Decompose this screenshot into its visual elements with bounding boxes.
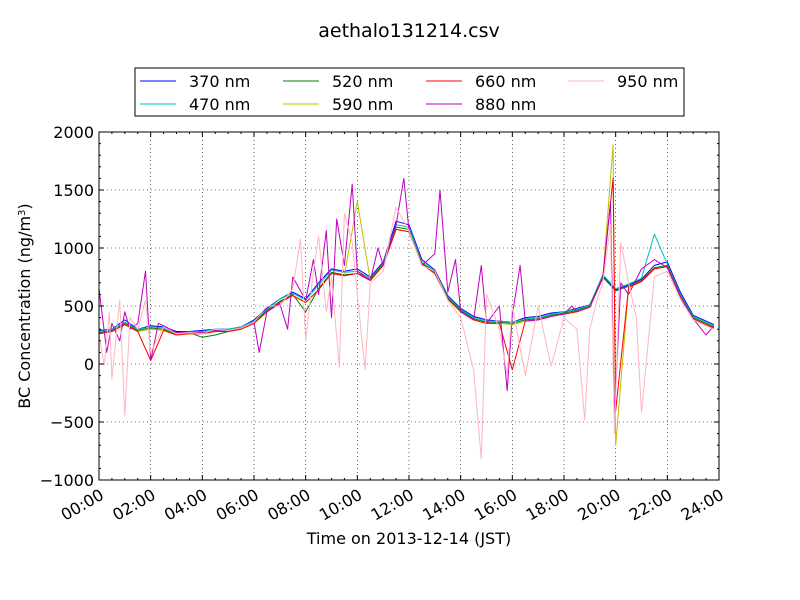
- legend-label: 520 nm: [332, 72, 393, 91]
- x-tick-label: 06:00: [213, 485, 262, 525]
- x-axis-label: Time on 2013-12-14 (JST): [306, 529, 511, 548]
- x-tick-label: 24:00: [678, 485, 727, 525]
- axis-ticks: [98, 131, 720, 481]
- x-tick-label: 14:00: [419, 485, 468, 525]
- y-tick-label: −500: [50, 413, 94, 432]
- x-tick-label: 08:00: [264, 485, 313, 525]
- data-lines: [99, 144, 715, 460]
- legend-label: 370 nm: [189, 72, 250, 91]
- y-tick-label: 1500: [53, 181, 94, 200]
- series-line-880-nm: [99, 177, 715, 417]
- series-line-950-nm: [99, 206, 715, 460]
- legend: 370 nm 470 nm 520 nm 590 nm 660 nm 880 nm 950 …: [134, 67, 685, 117]
- x-tick-label: 16:00: [471, 485, 520, 525]
- legend-label: 950 nm: [617, 72, 678, 91]
- y-axis-label-end: ): [15, 203, 34, 209]
- chart-title: aethalo131214.csv: [318, 20, 500, 42]
- legend-box: [134, 67, 685, 117]
- y-axis-label: BC Concentration (ng/m3): [15, 203, 34, 408]
- x-tick-label: 20:00: [574, 485, 623, 525]
- x-tick-label: 02:00: [109, 485, 158, 525]
- y-axis-label-sup: 3: [17, 210, 28, 216]
- legend-label: 590 nm: [332, 95, 393, 114]
- x-tick-label: 00:00: [58, 485, 107, 525]
- x-tick-label: 22:00: [626, 485, 675, 525]
- legend-label: 880 nm: [475, 95, 536, 114]
- y-tick-label: 0: [84, 355, 94, 374]
- y-tick-label: 1000: [53, 239, 94, 258]
- legend-label: 470 nm: [189, 95, 250, 114]
- y-tick-label: 2000: [53, 123, 94, 142]
- x-tick-labels: 00:00 02:00 04:00 06:00 08:00 10:00 12:00 14:00…: [58, 485, 727, 525]
- y-tick-label: −1000: [40, 471, 94, 490]
- y-tick-labels: 2000 1500 1000 500 0 −500 −1000: [40, 123, 94, 490]
- y-axis-label-base: BC Concentration (ng/m: [15, 216, 34, 409]
- x-tick-label: 10:00: [316, 485, 365, 525]
- x-tick-label: 12:00: [368, 485, 417, 525]
- series-line-370-nm: [99, 220, 715, 332]
- x-tick-label: 04:00: [161, 485, 210, 525]
- x-tick-label: 18:00: [523, 485, 572, 525]
- legend-label: 660 nm: [475, 72, 536, 91]
- y-tick-label: 500: [63, 297, 94, 316]
